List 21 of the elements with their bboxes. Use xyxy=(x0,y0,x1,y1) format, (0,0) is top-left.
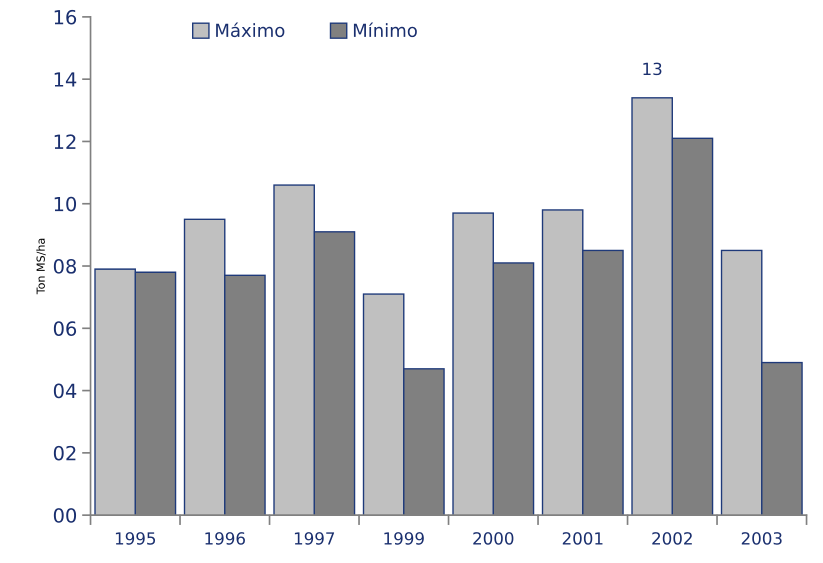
y-tick-label: 16 xyxy=(54,10,76,25)
y-tick-label: 14 xyxy=(54,72,76,87)
y-tick-label: 06 xyxy=(54,321,76,336)
x-tick-label: 1999 xyxy=(384,532,424,545)
y-tick-label: 00 xyxy=(54,508,76,523)
y-tick-label: 02 xyxy=(54,446,76,461)
y-tick-label: 12 xyxy=(54,134,76,149)
y-tick-label: 04 xyxy=(54,384,76,398)
x-tick-label: 2002 xyxy=(652,532,692,545)
x-tick-label: 1995 xyxy=(116,532,156,545)
x-tick-label: 2001 xyxy=(562,532,602,545)
x-tick-label: 1996 xyxy=(205,532,245,545)
x-tick-label: 1997 xyxy=(294,532,334,545)
legend-label: Máximo xyxy=(216,22,284,38)
x-tick-label: 2003 xyxy=(742,532,782,545)
y-axis-title: Ton MS/ha xyxy=(36,238,46,294)
data-label: 13 xyxy=(643,62,662,76)
y-tick-label: 10 xyxy=(54,196,76,212)
y-tick-label: 08 xyxy=(54,258,76,274)
x-tick-label: 2000 xyxy=(473,532,514,545)
legend-label: Mínimo xyxy=(354,22,417,38)
